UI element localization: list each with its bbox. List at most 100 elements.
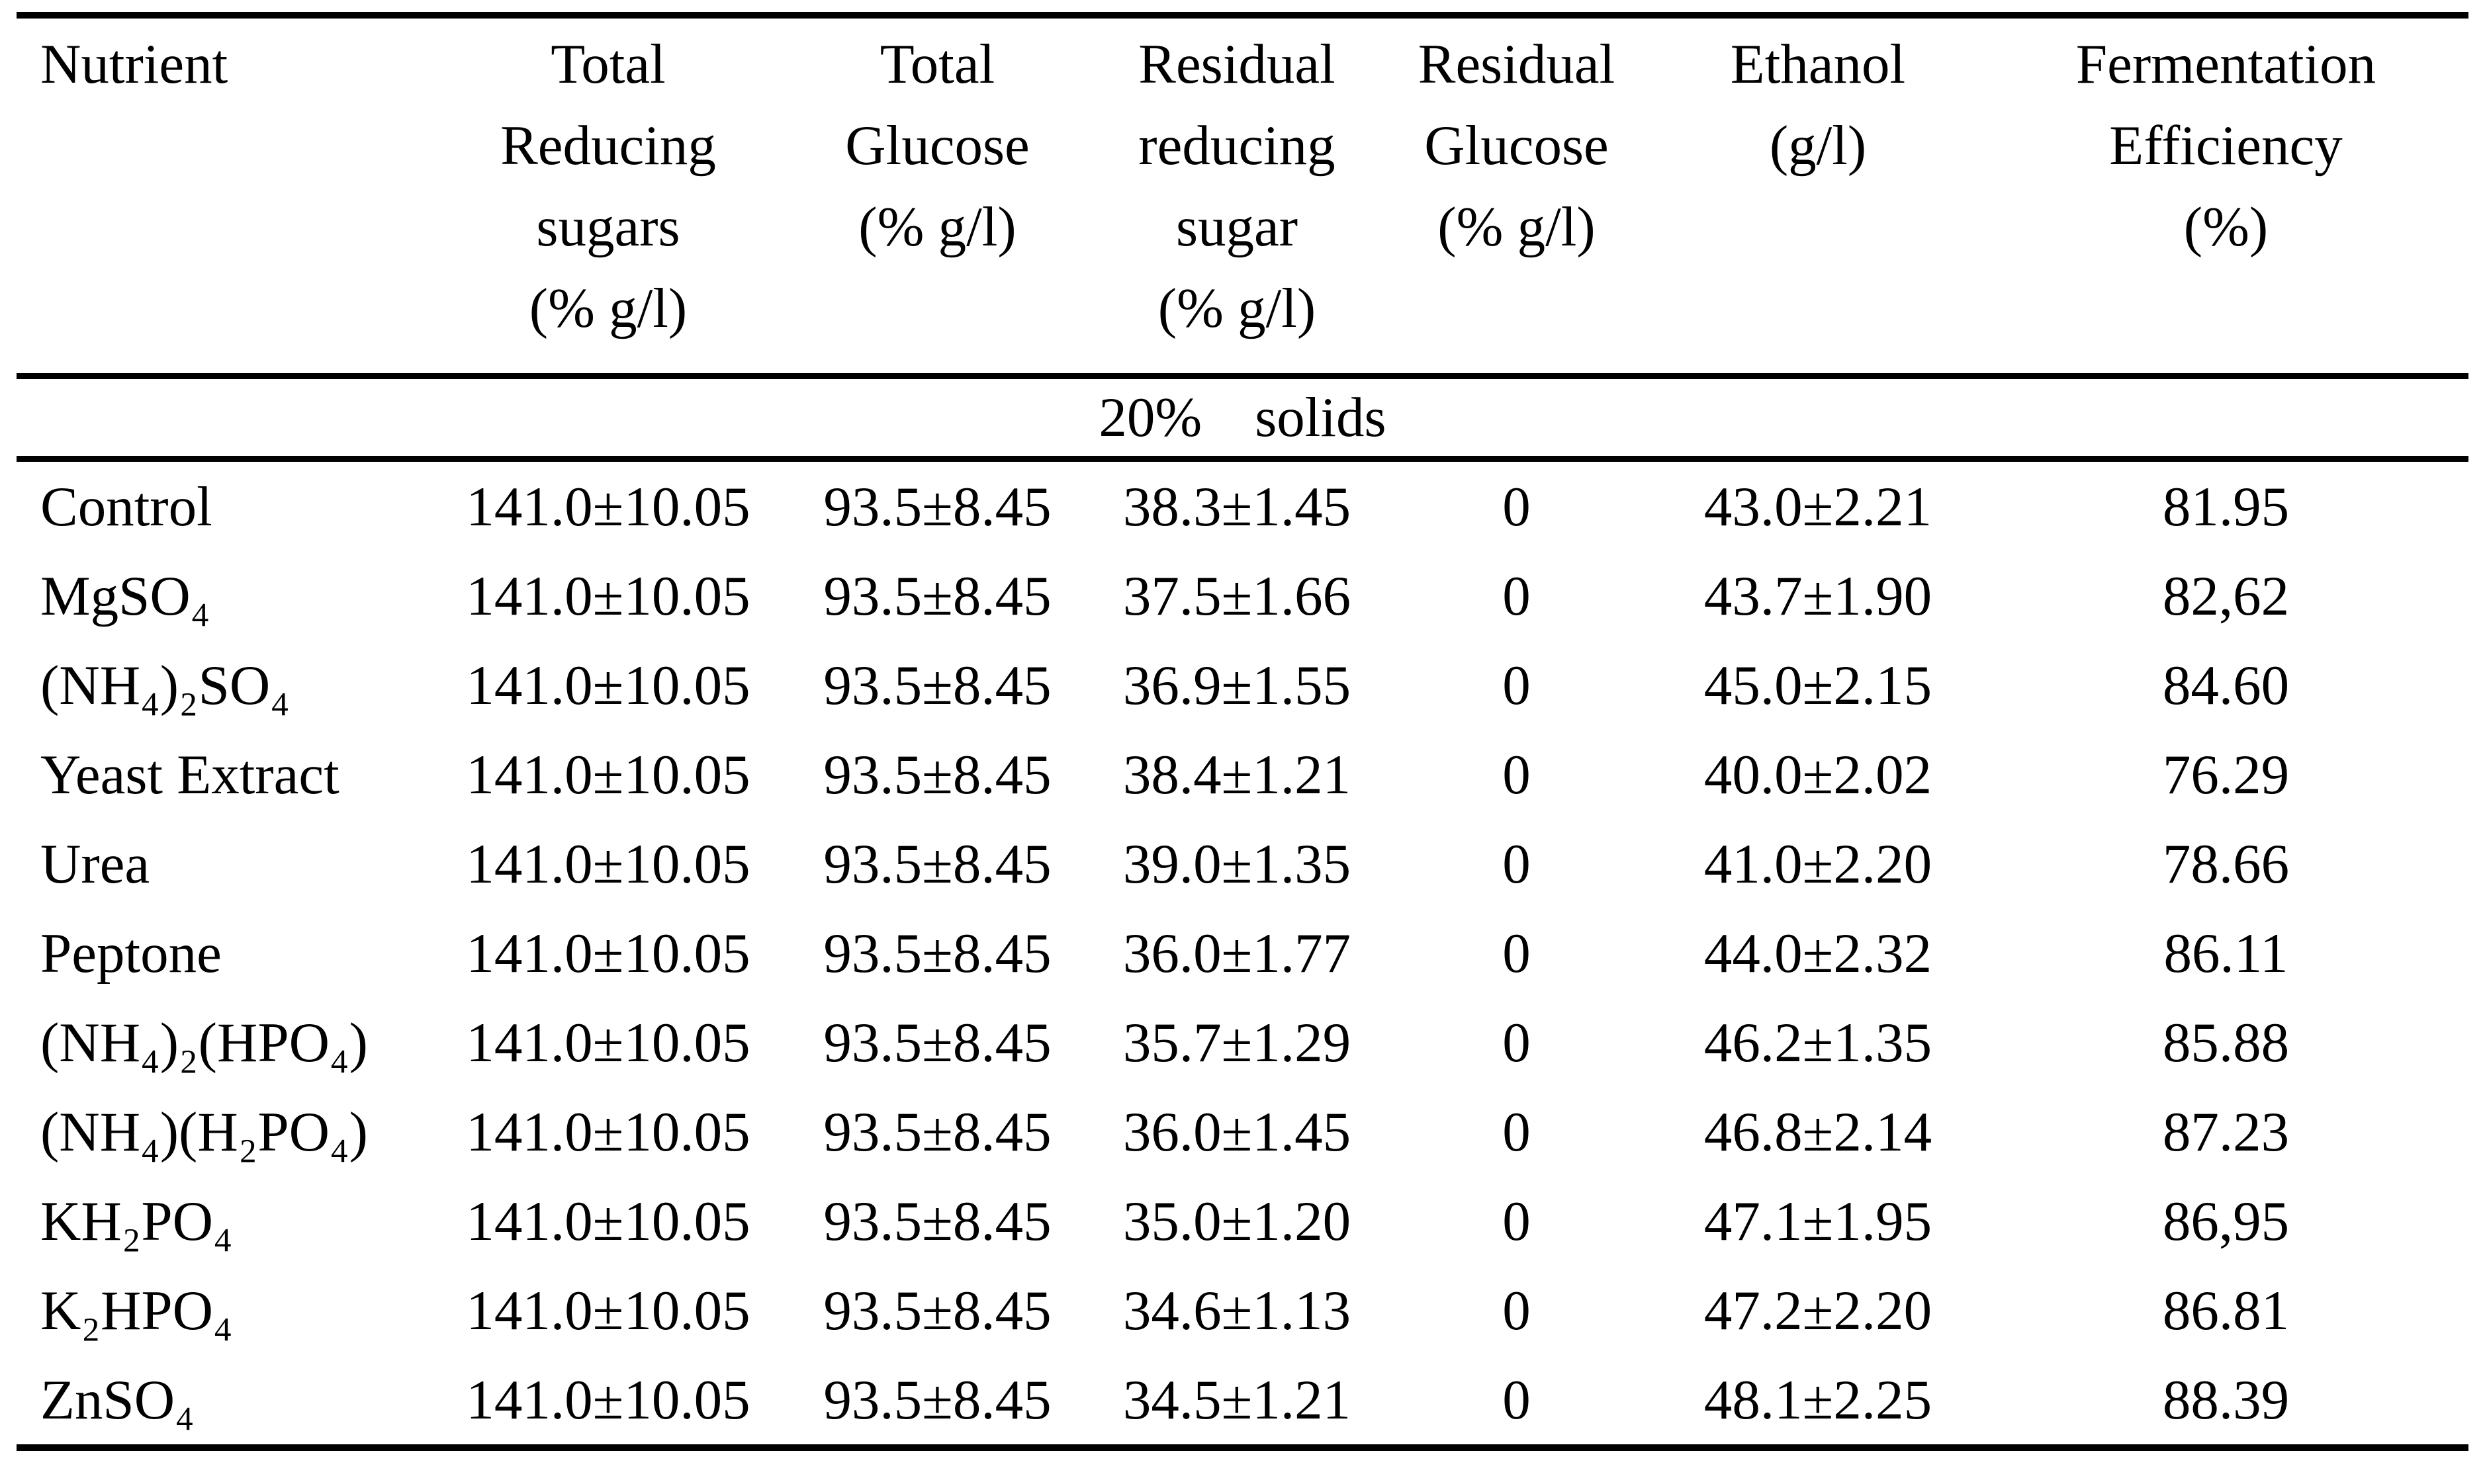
table-row: Urea 141.0±10.05 93.5±8.45 39.0±1.35 0 4… (17, 819, 2468, 908)
section-word: solids (1255, 386, 1386, 449)
header-line: Efficiency (2109, 114, 2343, 177)
cell-total-reducing-sugars: 141.0±10.05 (466, 1279, 750, 1342)
column-header-total-reducing-sugars: Total Reducing sugars (% g/l) (435, 19, 782, 379)
header-line: (% g/l) (858, 196, 1017, 258)
cell-total-reducing-sugars: 141.0±10.05 (466, 1190, 750, 1252)
cell-total-glucose: 93.5±8.45 (823, 743, 1052, 806)
cell-ethanol: 40.0±2.02 (1703, 743, 1932, 806)
cell-nutrient: Control (40, 475, 212, 538)
cell-residual-glucose: 0 (1502, 1368, 1531, 1431)
table-body: 20% solids Control 141.0±10.05 93.5±8.45… (17, 379, 2468, 1444)
cell-ethanol: 43.7±1.90 (1703, 564, 1932, 627)
cell-ethanol: 47.2±2.20 (1703, 1279, 1932, 1342)
column-header-nutrient: Nutrient (17, 19, 435, 379)
cell-ethanol: 48.1±2.25 (1703, 1368, 1932, 1431)
column-header-ethanol: Ethanol (g/l) (1652, 19, 1983, 379)
fermentation-nutrient-table: Nutrient Total Reducing sugars (% g/l) T… (17, 12, 2468, 1451)
table-row: ZnSO₄ 141.0±10.05 93.5±8.45 34.5±1.21 0 … (17, 1355, 2468, 1444)
cell-fermentation-efficiency: 84.60 (2162, 654, 2290, 717)
header-line: (g/l) (1769, 114, 1867, 177)
cell-residual-glucose: 0 (1502, 1100, 1531, 1163)
cell-residual-glucose: 0 (1502, 654, 1531, 717)
cell-total-glucose: 93.5±8.45 (823, 922, 1052, 984)
cell-ethanol: 43.0±2.21 (1703, 475, 1932, 538)
cell-residual-reducing-sugar: 35.0±1.20 (1122, 1190, 1351, 1252)
header-line: Residual (1138, 33, 1335, 95)
header-line: Glucose (1424, 114, 1609, 177)
header-line: Glucose (845, 114, 1030, 177)
cell-residual-glucose: 0 (1502, 1011, 1531, 1074)
column-header-total-glucose: Total Glucose (% g/l) (782, 19, 1093, 379)
cell-nutrient: Yeast Extract (40, 743, 339, 806)
table-row: (NH₄)₂SO₄ 141.0±10.05 93.5±8.45 36.9±1.5… (17, 640, 2468, 730)
cell-residual-glucose: 0 (1502, 743, 1531, 806)
cell-fermentation-efficiency: 85.88 (2162, 1011, 2290, 1074)
cell-residual-reducing-sugar: 36.0±1.77 (1122, 922, 1351, 984)
column-header-residual-reducing-sugar: Residual reducing sugar (% g/l) (1093, 19, 1380, 379)
cell-nutrient: (NH₄)(H₂PO₄) (40, 1100, 368, 1163)
cell-ethanol: 46.8±2.14 (1703, 1100, 1932, 1163)
cell-total-reducing-sugars: 141.0±10.05 (466, 1011, 750, 1074)
cell-residual-glucose: 0 (1502, 832, 1531, 895)
cell-total-reducing-sugars: 141.0±10.05 (466, 564, 750, 627)
cell-total-glucose: 93.5±8.45 (823, 475, 1052, 538)
cell-fermentation-efficiency: 82,62 (2162, 564, 2290, 627)
cell-residual-reducing-sugar: 36.0±1.45 (1122, 1100, 1351, 1163)
cell-fermentation-efficiency: 88.39 (2162, 1368, 2290, 1431)
cell-nutrient: Urea (40, 832, 150, 895)
cell-nutrient: (NH₄)₂SO₄ (40, 654, 290, 717)
cell-residual-reducing-sugar: 38.4±1.21 (1122, 743, 1351, 806)
header-line: reducing (1138, 114, 1335, 177)
header-line: sugars (536, 196, 680, 258)
table-header: Nutrient Total Reducing sugars (% g/l) T… (17, 19, 2468, 379)
cell-fermentation-efficiency: 76.29 (2162, 743, 2290, 806)
cell-residual-glucose: 0 (1502, 922, 1531, 984)
cell-nutrient: KH₂PO₄ (40, 1190, 233, 1252)
header-line: (% g/l) (1437, 196, 1596, 258)
cell-total-glucose: 93.5±8.45 (823, 1100, 1052, 1163)
header-line: Reducing (500, 114, 716, 177)
cell-total-glucose: 93.5±8.45 (823, 564, 1052, 627)
header-line: Residual (1418, 33, 1615, 95)
cell-residual-reducing-sugar: 34.5±1.21 (1122, 1368, 1351, 1431)
table-row: (NH₄)(H₂PO₄) 141.0±10.05 93.5±8.45 36.0±… (17, 1087, 2468, 1176)
cell-fermentation-efficiency: 86.81 (2162, 1279, 2290, 1342)
cell-fermentation-efficiency: 86.11 (2163, 922, 2288, 984)
column-header-fermentation-efficiency: Fermentation Efficiency (%) (1983, 19, 2468, 379)
cell-nutrient: Peptone (40, 922, 222, 984)
cell-total-glucose: 93.5±8.45 (823, 1011, 1052, 1074)
cell-nutrient: ZnSO₄ (40, 1368, 195, 1431)
cell-total-glucose: 93.5±8.45 (823, 1190, 1052, 1252)
cell-total-glucose: 93.5±8.45 (823, 1368, 1052, 1431)
cell-residual-reducing-sugar: 35.7±1.29 (1122, 1011, 1351, 1074)
section-row: 20% solids (17, 379, 2468, 462)
table-row: MgSO₄ 141.0±10.05 93.5±8.45 37.5±1.66 0 … (17, 551, 2468, 640)
table-row: K₂HPO₄ 141.0±10.05 93.5±8.45 34.6±1.13 0… (17, 1266, 2468, 1355)
cell-nutrient: K₂HPO₄ (40, 1279, 233, 1342)
cell-residual-reducing-sugar: 38.3±1.45 (1122, 475, 1351, 538)
cell-residual-reducing-sugar: 34.6±1.13 (1122, 1279, 1351, 1342)
cell-residual-glucose: 0 (1502, 1190, 1531, 1252)
cell-total-reducing-sugars: 141.0±10.05 (466, 1100, 750, 1163)
table-row: Yeast Extract 141.0±10.05 93.5±8.45 38.4… (17, 730, 2468, 819)
cell-ethanol: 45.0±2.15 (1703, 654, 1932, 717)
header-line: Nutrient (40, 33, 228, 95)
section-label: 20% solids (1099, 385, 1386, 450)
cell-residual-glucose: 0 (1502, 564, 1531, 627)
header-line: Total (880, 33, 995, 95)
header-line: Fermentation (2075, 33, 2376, 95)
header-line: Total (551, 33, 666, 95)
cell-ethanol: 46.2±1.35 (1703, 1011, 1932, 1074)
cell-residual-reducing-sugar: 36.9±1.55 (1122, 654, 1351, 717)
cell-total-glucose: 93.5±8.45 (823, 654, 1052, 717)
cell-residual-reducing-sugar: 37.5±1.66 (1122, 564, 1351, 627)
header-line: (% g/l) (1157, 277, 1316, 339)
section-percent: 20% (1099, 386, 1202, 449)
header-line: (% g/l) (529, 277, 688, 339)
cell-total-reducing-sugars: 141.0±10.05 (466, 475, 750, 538)
cell-total-reducing-sugars: 141.0±10.05 (466, 832, 750, 895)
header-row: Nutrient Total Reducing sugars (% g/l) T… (17, 19, 2468, 379)
cell-ethanol: 44.0±2.32 (1703, 922, 1932, 984)
column-header-residual-glucose: Residual Glucose (% g/l) (1380, 19, 1652, 379)
